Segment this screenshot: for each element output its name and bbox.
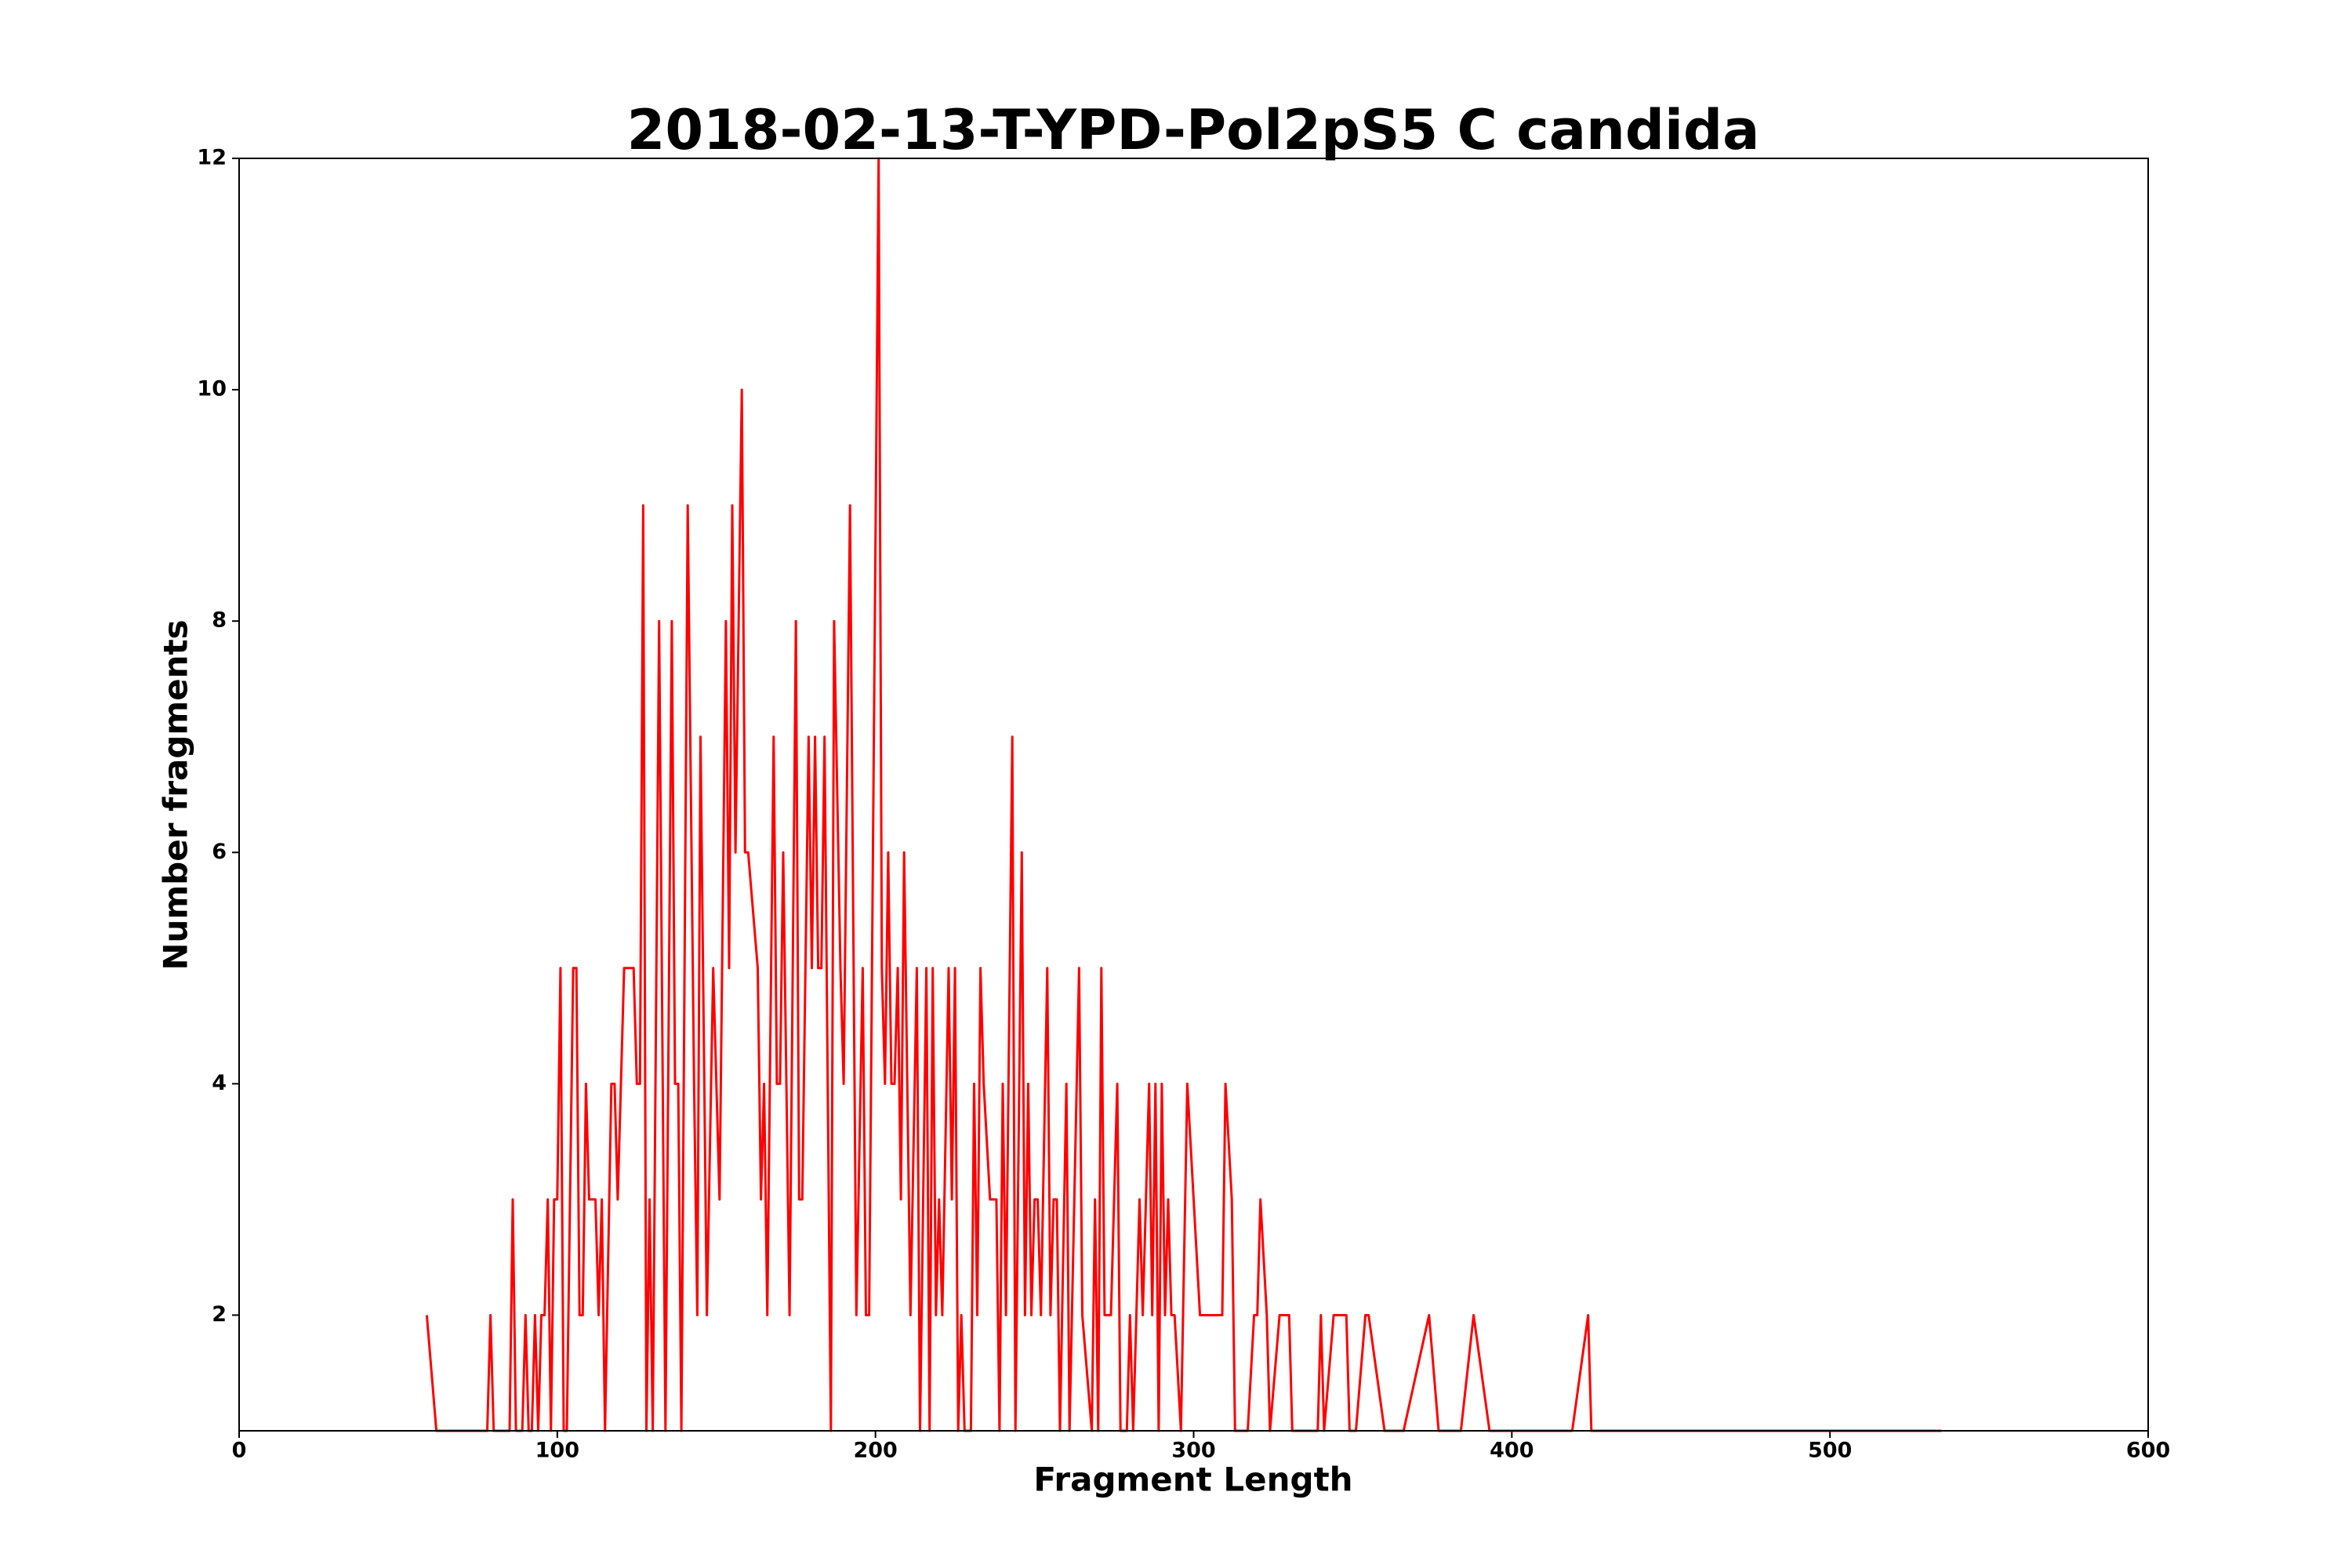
data-line: [425, 157, 1942, 1432]
x-axis-label: Fragment Length: [1033, 1461, 1352, 1499]
y-tick-label: 2: [212, 1302, 227, 1327]
y-axis-label: Number fragments: [157, 619, 195, 970]
plot-frame: [238, 158, 2149, 1432]
x-tick-label: 600: [2126, 1439, 2170, 1463]
y-tick-label: 10: [197, 377, 227, 401]
x-tick-label: 400: [1490, 1439, 1534, 1463]
x-tick-label: 300: [1171, 1439, 1215, 1463]
y-tick-label: 12: [197, 146, 227, 170]
x-tick-label: 200: [853, 1439, 897, 1463]
x-tick-label: 100: [535, 1439, 579, 1463]
y-tick-label: 6: [212, 840, 227, 864]
x-tick-label: 500: [1808, 1439, 1852, 1463]
y-tick-label: 8: [212, 608, 227, 633]
chart-title: 2018-02-13-T-YPD-Pol2pS5 C candida: [627, 98, 1760, 162]
y-tick-label: 4: [212, 1071, 227, 1095]
x-tick-label: 0: [232, 1439, 247, 1463]
